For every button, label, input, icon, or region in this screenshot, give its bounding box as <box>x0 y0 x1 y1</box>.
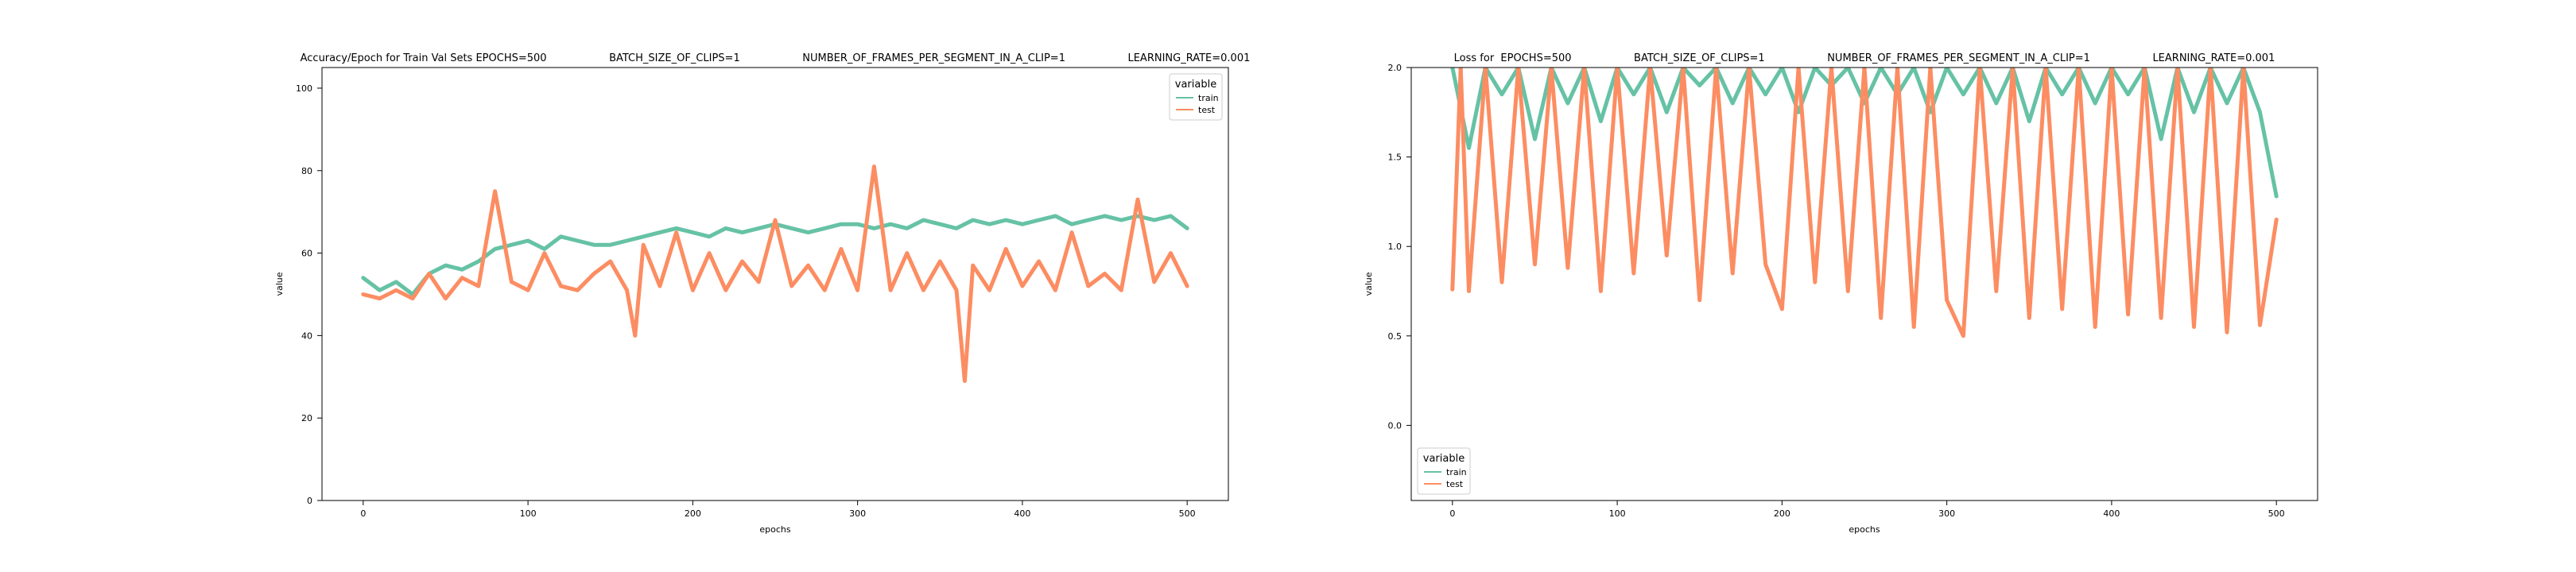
x-axis-label: epochs <box>759 524 790 535</box>
x-tick-label: 100 <box>1609 508 1626 519</box>
y-axis-label: value <box>1364 272 1374 296</box>
x-tick-label: 0 <box>1449 508 1455 519</box>
y-tick-label: 0.5 <box>1388 331 1402 342</box>
legend: variable train test <box>1169 73 1223 121</box>
y-tick-label: 0 <box>307 496 312 506</box>
series-line-test <box>361 164 1189 383</box>
legend-box <box>1169 73 1223 121</box>
legend-title: variable <box>1423 453 1465 465</box>
x-tick-label: 500 <box>2268 508 2285 519</box>
chart-title: Accuracy/Epoch for Train Val Sets EPOCHS… <box>301 52 1251 64</box>
x-tick-label: 100 <box>520 508 537 519</box>
y-tick-label: 1.5 <box>1388 153 1402 163</box>
x-tick-label: 400 <box>1014 508 1030 519</box>
y-axis-label: value <box>274 272 285 296</box>
legend-box <box>1417 447 1471 495</box>
y-tick-label: 2.0 <box>1388 63 1402 73</box>
y-tick-label: 20 <box>301 413 312 423</box>
x-axis-label: epochs <box>1849 524 1880 535</box>
axes-frame <box>321 67 1229 501</box>
series-line-train <box>1450 68 2279 199</box>
y-tick-label: 40 <box>301 330 312 341</box>
legend: variable train test <box>1417 447 1471 495</box>
legend-entry-test: test <box>1446 479 1464 489</box>
plots: 0 100 200 300 400 500 0 20 40 60 80 100 epochs value A… <box>274 52 2318 535</box>
chart-1: 0 100 200 300 400 500 0 20 40 60 80 100 epochs value A… <box>274 52 1250 535</box>
legend-entry-test: test <box>1198 105 1216 115</box>
y-tick-label: 100 <box>296 83 312 94</box>
chart-title: Loss for EPOCHS=500 BATCH_SIZE_OF_CLIPS=… <box>1454 52 2275 64</box>
y-tick-label: 60 <box>301 249 312 259</box>
series-line-test <box>1450 68 2279 338</box>
y-tick-label: 0.0 <box>1388 420 1402 431</box>
x-tick-label: 0 <box>360 508 366 519</box>
x-tick-label: 300 <box>849 508 866 519</box>
x-tick-label: 500 <box>1179 508 1196 519</box>
legend-title: variable <box>1175 79 1216 91</box>
x-tick-label: 400 <box>2103 508 2120 519</box>
y-tick-label: 80 <box>301 166 312 176</box>
legend-entry-train: train <box>1198 93 1219 103</box>
legend-entry-train: train <box>1446 467 1467 477</box>
axes-frame <box>1410 67 2318 501</box>
x-tick-label: 200 <box>1774 508 1790 519</box>
y-tick-label: 1.0 <box>1388 242 1402 252</box>
chart-2: 0 100 200 300 400 500 0.0 0.5 1.0 1.5 2.0 epochs val… <box>1364 52 2318 535</box>
x-tick-label: 300 <box>1938 508 1955 519</box>
x-tick-label: 200 <box>685 508 701 519</box>
